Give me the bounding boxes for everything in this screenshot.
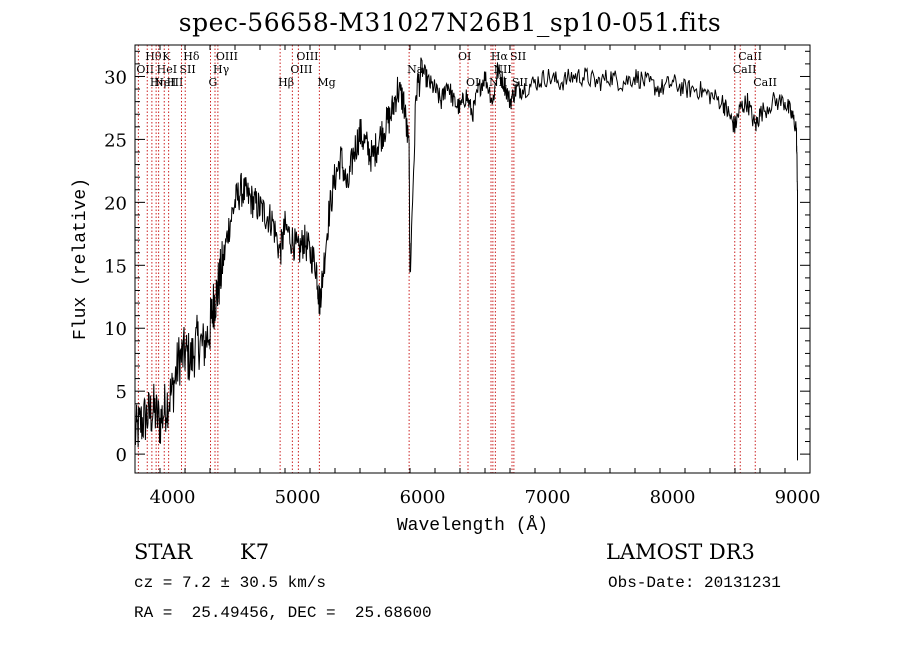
spectral-line-label: SII [180, 63, 196, 76]
x-tick-label: 5000 [275, 487, 321, 508]
spectral-line-label: SII [510, 50, 526, 63]
y-tick-label: 5 [116, 382, 127, 403]
spectral-line-label: Hθ [145, 50, 162, 63]
spectral-line-label: OII [136, 63, 154, 76]
y-tick-label: 25 [104, 130, 127, 151]
y-tick-label: 20 [104, 193, 127, 214]
spectral-line-label: Hα [491, 50, 509, 63]
y-tick-label: 15 [104, 256, 127, 277]
x-tick-label: 8000 [650, 487, 696, 508]
spectral-line-label: CaII [738, 50, 762, 63]
x-tick-label: 9000 [775, 487, 821, 508]
y-tick-label: 0 [116, 445, 127, 466]
spectral-line-label: G [209, 76, 218, 89]
spectral-line-label: OIII [216, 50, 238, 63]
spectral-subclass: K7 [240, 540, 270, 564]
spectral-line-label: OI [466, 76, 479, 89]
spectral-line-label: OIII [290, 63, 312, 76]
spectral-line-label: Hδ [183, 50, 200, 63]
x-tick-label: 7000 [525, 487, 571, 508]
x-axis-label: Wavelength (Å) [397, 515, 548, 536]
spectral-line-label: OIII [296, 50, 318, 63]
y-tick-label: 30 [104, 67, 127, 88]
spectral-line-label: HeI [157, 63, 177, 76]
spectral-line-label: Hβ [278, 76, 294, 89]
redshift-readout: cz = 7.2 ± 30.5 km/s [134, 574, 327, 592]
chart-title: spec-56658-M31027N26B1_sp10-051.fits [178, 8, 722, 37]
flux-series-line [134, 57, 798, 461]
spectral-line-label: H [167, 76, 177, 89]
obs-date: Obs-Date: 20131231 [608, 574, 781, 592]
plot-frame [134, 44, 811, 474]
x-tick-label: 4000 [150, 487, 196, 508]
x-tick-label: 6000 [400, 487, 446, 508]
spectral-line-label: CaII [733, 63, 757, 76]
spectral-line-label: Hγ [213, 63, 230, 76]
y-axis-label: Flux (relative) [71, 178, 91, 340]
coordinates: RA = 25.49456, DEC = 25.68600 [134, 604, 432, 622]
spectral-line-label: OI [458, 50, 471, 63]
y-tick-label: 10 [104, 319, 127, 340]
spectral-line-label: K [162, 50, 171, 63]
spectral-line-label: NeIII [154, 76, 183, 89]
spectral-line-label: Mg [317, 76, 335, 89]
spectral-line-label: Hη [150, 76, 166, 89]
spectral-line-label: SII [512, 76, 528, 89]
object-class: STAR [134, 540, 193, 564]
spectral-line-label: Na [407, 63, 424, 76]
survey-name: LAMOST DR3 [606, 540, 755, 564]
spectral-line-label: CaII [753, 76, 777, 89]
